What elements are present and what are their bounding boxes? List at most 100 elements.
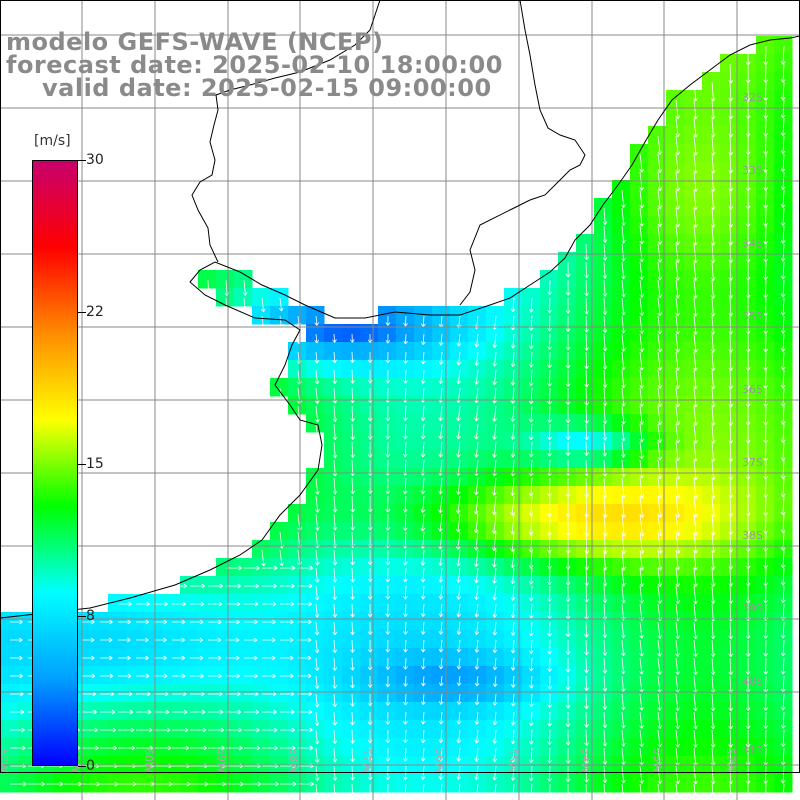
wind-arrow [385,351,391,364]
wind-arrow [474,675,480,687]
wind-arrow [208,709,224,715]
wind-arrow [154,655,167,661]
field-cell [648,720,667,739]
field-cell [360,720,379,739]
wind-arrow [728,423,734,444]
wind-arrow [728,405,734,426]
wind-arrow [710,81,716,102]
wind-arrow [780,639,786,657]
wind-arrow [528,567,534,585]
field-cell [576,576,595,595]
field-cell [684,180,703,199]
field-cell [486,558,505,577]
wind-arrow [693,279,698,299]
field-cell [306,558,325,577]
field-cell [648,774,667,793]
wind-arrow [420,405,426,422]
field-cell [126,720,145,739]
field-cell [702,270,721,289]
field-cell [522,396,541,415]
wind-arrow [728,657,733,675]
field-cell [0,684,19,703]
wind-arrow [675,369,681,389]
wind-arrow [10,727,25,733]
wind-arrow [639,315,645,334]
field-cell [702,720,721,739]
wind-arrow [565,729,571,746]
field-cell [324,450,343,469]
wind-arrow [492,441,497,458]
wind-arrow [403,639,408,653]
field-cell [576,432,595,451]
wind-arrow [728,261,734,281]
field-cell [288,576,307,595]
field-cell [720,270,739,289]
field-cell [666,684,685,703]
field-cell [342,414,361,433]
wind-arrow [675,225,681,246]
wind-arrow [584,297,589,315]
wind-arrow [710,567,716,587]
wind-arrow [621,423,626,442]
field-cell [234,612,253,631]
wind-arrow [244,727,260,733]
wind-arrow [350,711,355,726]
wind-arrow [190,637,204,643]
field-cell [576,612,595,631]
field-cell [144,630,163,649]
wind-arrow [438,567,444,583]
field-cell [396,648,415,667]
wind-arrow [474,333,480,348]
wind-arrow [385,315,391,326]
field-cell [306,684,325,703]
field-cell [612,450,631,469]
wind-arrow [154,673,168,679]
wind-arrow [639,621,644,639]
wind-arrow [118,619,131,625]
wind-arrow [693,765,698,785]
field-cell [540,720,559,739]
wind-arrow [710,279,716,299]
wind-arrow [262,637,276,643]
wind-arrow [675,243,681,263]
wind-arrow [474,549,479,567]
field-cell [576,252,595,271]
field-cell [540,288,559,307]
field-cell [702,108,721,127]
field-cell [360,666,379,685]
field-cell [540,648,559,667]
field-cell [594,324,613,343]
wind-arrow [693,369,698,390]
wind-arrow [492,747,498,763]
field-cell [396,702,415,721]
wind-arrow [728,225,734,246]
wind-arrow [780,297,786,316]
wind-arrow [510,585,516,601]
wind-arrow [528,711,534,727]
wind-arrow [510,405,516,423]
field-cell [612,252,631,271]
field-cell [558,576,577,595]
field-cell [270,612,289,631]
field-cell [558,666,577,685]
field-cell [684,486,703,505]
field-cell [666,270,685,289]
wind-arrow [456,783,461,799]
wind-arrow [693,243,698,264]
wind-arrow [420,711,426,725]
wind-arrow [657,423,663,443]
field-cell [720,342,739,361]
field-cell [378,648,397,667]
field-cell [630,324,649,343]
field-cell [360,414,379,433]
field-cell [594,270,613,289]
field-cell [324,342,343,361]
wind-arrow [280,673,294,679]
field-cell [630,594,649,613]
field-cell [648,270,667,289]
wind-arrow [763,189,768,209]
wind-arrow [763,99,768,119]
field-cell [378,306,397,325]
field-cell [108,702,127,721]
field-cell [666,540,685,559]
